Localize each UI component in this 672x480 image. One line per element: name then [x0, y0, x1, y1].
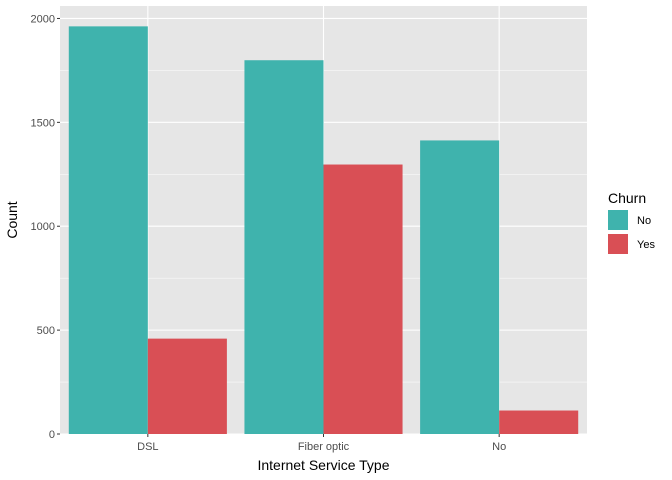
legend-label-yes: Yes [637, 239, 655, 251]
y-tick-label: 500 [37, 325, 55, 337]
bar-no-fiber-optic [244, 60, 324, 435]
legend-key-yes [608, 234, 628, 254]
legend-key-no [608, 210, 628, 230]
bar-no-no [420, 140, 500, 435]
x-tick-label: Fiber optic [298, 441, 350, 453]
y-tick-label: 1000 [31, 221, 55, 233]
x-axis: DSL Fiber optic No [137, 434, 506, 453]
legend: Churn No Yes [608, 190, 655, 254]
bar-yes-fiber-optic [323, 164, 403, 434]
y-axis-title: Count [4, 201, 20, 238]
x-tick-label: DSL [137, 441, 158, 453]
y-tick-label: 1500 [31, 117, 55, 129]
y-tick-label: 0 [49, 429, 55, 441]
x-tick-label: No [492, 441, 506, 453]
y-axis: 0 500 1000 1500 2000 [31, 13, 60, 441]
legend-label-no: No [637, 215, 651, 227]
bar-yes-no [499, 410, 579, 434]
legend-title: Churn [608, 190, 646, 206]
bar-no-dsl [68, 26, 148, 434]
x-axis-title: Internet Service Type [257, 457, 389, 473]
bar-yes-dsl [147, 338, 227, 434]
y-tick-label: 2000 [31, 13, 55, 25]
bars [68, 26, 579, 435]
